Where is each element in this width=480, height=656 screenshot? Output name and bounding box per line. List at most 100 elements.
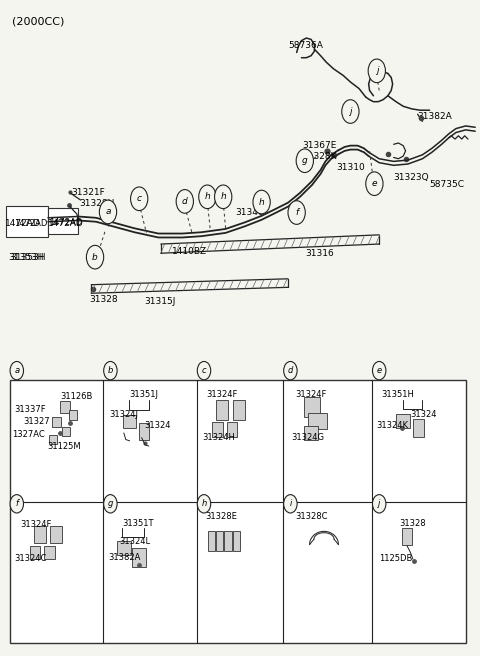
Text: h: h (202, 499, 206, 508)
Text: 31351J: 31351J (130, 390, 158, 400)
Bar (396, 414, 410, 428)
Bar (10, 380, 466, 643)
Circle shape (284, 361, 297, 380)
Bar (139, 424, 149, 440)
Text: 58735C: 58735C (430, 180, 465, 190)
Text: 31321F: 31321F (71, 188, 105, 197)
Text: g: g (108, 499, 113, 508)
Text: h: h (220, 192, 226, 201)
Text: 31324G: 31324G (291, 433, 324, 442)
Circle shape (372, 361, 386, 380)
Text: 31328H: 31328H (79, 199, 115, 208)
Bar (227, 422, 237, 437)
Text: 31328: 31328 (399, 519, 426, 528)
Text: 31327: 31327 (23, 417, 49, 426)
Circle shape (176, 190, 193, 213)
Text: 31328: 31328 (89, 295, 118, 304)
Text: b: b (108, 366, 113, 375)
Text: 31340: 31340 (235, 208, 264, 217)
Circle shape (253, 190, 270, 214)
Bar (30, 546, 40, 559)
Circle shape (296, 149, 313, 173)
Text: 31310: 31310 (336, 163, 365, 172)
Circle shape (104, 495, 117, 513)
Circle shape (99, 200, 117, 224)
Bar (34, 526, 46, 543)
Circle shape (199, 185, 216, 209)
Bar (6, 206, 48, 237)
Text: (2000CC): (2000CC) (12, 16, 64, 26)
Text: e: e (377, 366, 382, 375)
Text: 31328E: 31328E (205, 512, 237, 522)
Text: f: f (295, 208, 298, 217)
Text: 1327AC: 1327AC (12, 430, 45, 439)
Bar (413, 419, 424, 437)
Circle shape (284, 495, 297, 513)
Bar (44, 546, 55, 559)
Text: 1125DB: 1125DB (379, 554, 413, 564)
Text: 31324F: 31324F (295, 390, 326, 400)
Circle shape (372, 495, 386, 513)
Bar (224, 531, 231, 551)
Text: 31324F: 31324F (206, 390, 238, 400)
Circle shape (366, 172, 383, 195)
Circle shape (215, 185, 232, 209)
Text: 31324H: 31324H (203, 433, 235, 442)
Circle shape (288, 201, 305, 224)
Bar (117, 541, 131, 555)
Bar (62, 427, 70, 436)
Text: 31324: 31324 (144, 420, 170, 430)
Text: j: j (375, 66, 378, 75)
Text: 31324J: 31324J (109, 410, 138, 419)
Text: c: c (202, 366, 206, 375)
Text: g: g (302, 156, 308, 165)
Text: h: h (204, 192, 210, 201)
Bar (233, 400, 245, 420)
Bar (69, 410, 77, 420)
Bar (50, 526, 62, 543)
Bar (402, 529, 412, 544)
Circle shape (368, 59, 385, 83)
Text: e: e (372, 179, 377, 188)
Text: a: a (14, 366, 19, 375)
Text: 1472AD: 1472AD (14, 218, 48, 228)
Text: 1410BZ: 1410BZ (172, 247, 207, 256)
Text: d: d (182, 197, 188, 206)
Circle shape (131, 187, 148, 211)
Text: 1472AD: 1472AD (48, 218, 84, 228)
Text: 31323Q: 31323Q (394, 173, 429, 182)
Text: 31324: 31324 (410, 410, 437, 419)
Text: d: d (288, 366, 293, 375)
Text: 31351T: 31351T (122, 519, 154, 528)
Circle shape (197, 361, 211, 380)
Bar (216, 531, 224, 551)
Text: 31382A: 31382A (108, 553, 140, 562)
Text: j: j (378, 499, 380, 508)
Text: 1472AD: 1472AD (5, 218, 40, 228)
Text: 31126B: 31126B (60, 392, 92, 401)
Bar (308, 413, 327, 429)
Bar (132, 548, 146, 567)
Bar (52, 417, 61, 427)
Text: h: h (259, 197, 264, 207)
Text: b: b (92, 253, 98, 262)
Text: 31324C: 31324C (14, 554, 47, 564)
Bar (48, 208, 78, 234)
Text: a: a (105, 207, 111, 216)
Text: 31324K: 31324K (376, 420, 408, 430)
Circle shape (104, 361, 117, 380)
Text: 31316: 31316 (305, 249, 334, 258)
Circle shape (86, 245, 104, 269)
Text: i: i (289, 499, 291, 508)
Text: c: c (137, 194, 142, 203)
Text: 1472AD: 1472AD (49, 218, 83, 227)
Text: 31351H: 31351H (382, 390, 414, 400)
Bar (49, 435, 57, 444)
Text: 31324F: 31324F (20, 520, 51, 529)
Bar (232, 531, 240, 551)
Bar (60, 401, 70, 413)
Bar (212, 422, 223, 437)
Text: 31353H: 31353H (11, 253, 46, 262)
Circle shape (10, 361, 24, 380)
Text: 31324L: 31324L (119, 537, 150, 546)
